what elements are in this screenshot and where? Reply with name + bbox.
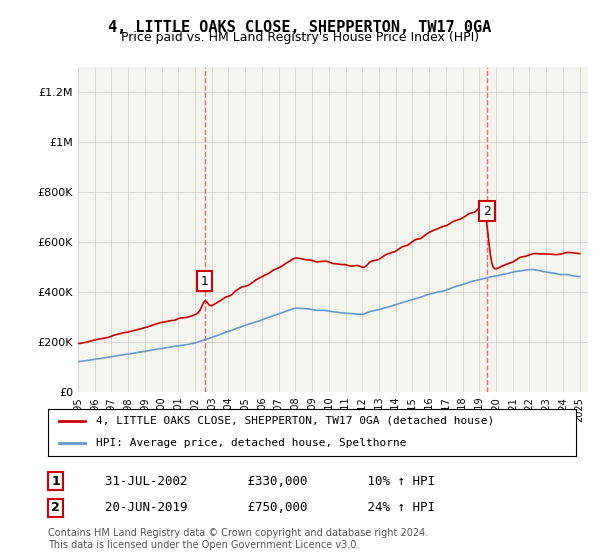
Text: Contains HM Land Registry data © Crown copyright and database right 2024.
This d: Contains HM Land Registry data © Crown c…: [48, 528, 428, 550]
Text: 2: 2: [483, 204, 491, 218]
Text: 2: 2: [51, 501, 60, 515]
Text: 1: 1: [51, 474, 60, 488]
Text: Price paid vs. HM Land Registry's House Price Index (HPI): Price paid vs. HM Land Registry's House …: [121, 31, 479, 44]
Text: 1: 1: [201, 274, 209, 287]
Text: 31-JUL-2002        £330,000        10% ↑ HPI: 31-JUL-2002 £330,000 10% ↑ HPI: [75, 474, 435, 488]
Text: 4, LITTLE OAKS CLOSE, SHEPPERTON, TW17 0GA: 4, LITTLE OAKS CLOSE, SHEPPERTON, TW17 0…: [109, 20, 491, 35]
Text: 20-JUN-2019        £750,000        24% ↑ HPI: 20-JUN-2019 £750,000 24% ↑ HPI: [75, 501, 435, 515]
Text: 4, LITTLE OAKS CLOSE, SHEPPERTON, TW17 0GA (detached house): 4, LITTLE OAKS CLOSE, SHEPPERTON, TW17 0…: [95, 416, 494, 426]
Text: HPI: Average price, detached house, Spelthorne: HPI: Average price, detached house, Spel…: [95, 438, 406, 448]
